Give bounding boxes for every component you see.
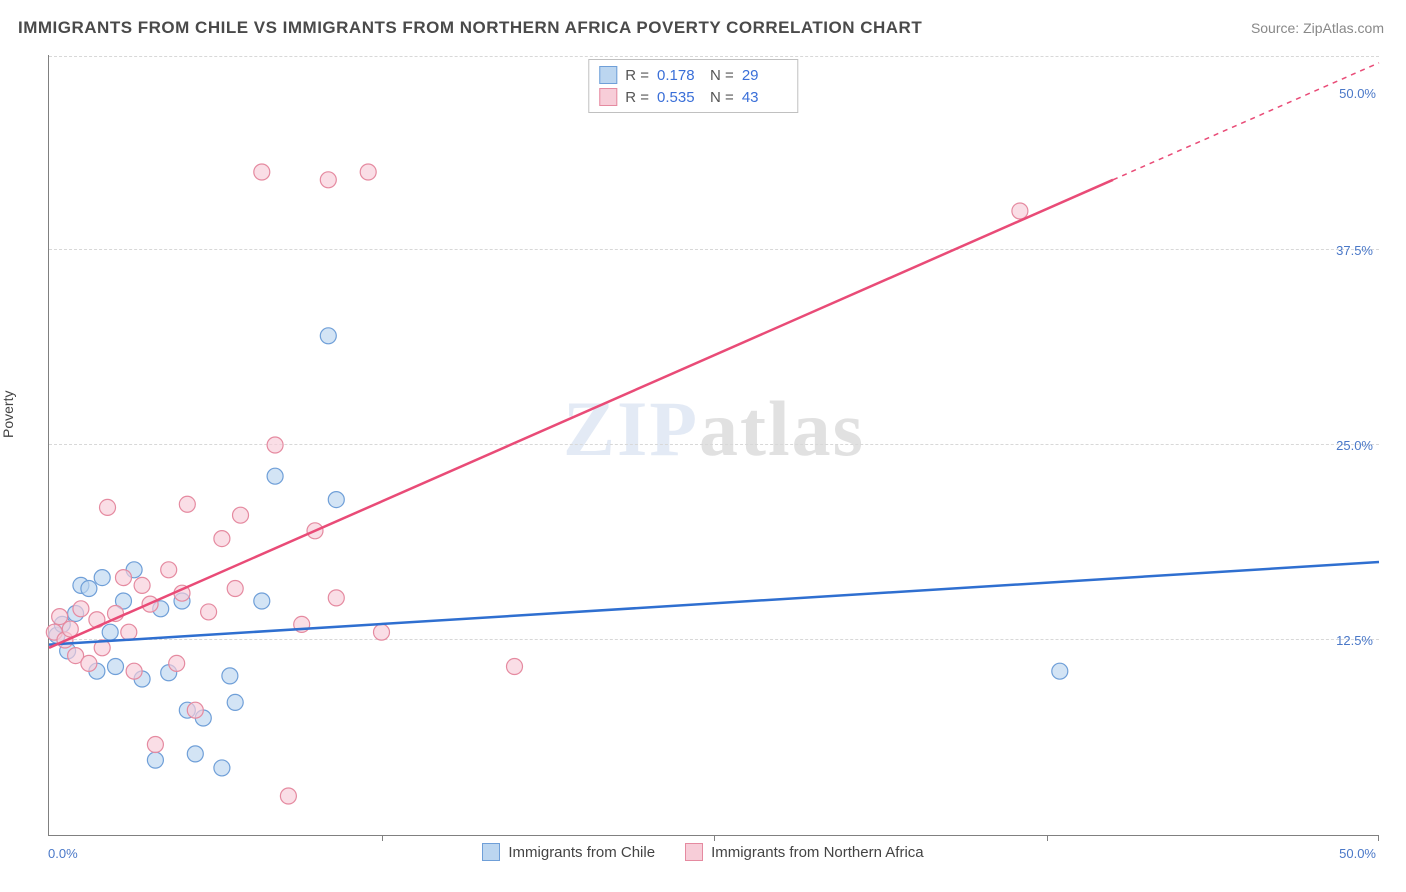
- chart-title: IMMIGRANTS FROM CHILE VS IMMIGRANTS FROM…: [18, 18, 922, 38]
- legend-item-nafrica: Immigrants from Northern Africa: [685, 843, 924, 861]
- n-label: N =: [710, 89, 734, 106]
- chart-container: IMMIGRANTS FROM CHILE VS IMMIGRANTS FROM…: [0, 0, 1406, 892]
- data-point: [254, 164, 270, 180]
- n-label: N =: [710, 67, 734, 84]
- data-point: [187, 746, 203, 762]
- swatch-nafrica: [685, 843, 703, 861]
- r-value-nafrica: 0.535: [657, 89, 702, 106]
- legend-row-nafrica: R = 0.535 N = 43: [599, 86, 787, 108]
- data-point: [102, 624, 118, 640]
- swatch-nafrica: [599, 88, 617, 106]
- data-point: [227, 581, 243, 597]
- data-point: [73, 601, 89, 617]
- data-point: [233, 507, 249, 523]
- x-tick: [714, 835, 715, 841]
- data-point: [267, 437, 283, 453]
- n-value-chile: 29: [742, 67, 787, 84]
- data-point: [328, 590, 344, 606]
- data-point: [121, 624, 137, 640]
- chart-svg: [49, 55, 1379, 835]
- legend-label-nafrica: Immigrants from Northern Africa: [711, 844, 924, 861]
- correlation-legend: R = 0.178 N = 29 R = 0.535 N = 43: [588, 59, 798, 113]
- data-point: [81, 655, 97, 671]
- data-point: [320, 172, 336, 188]
- legend-label-chile: Immigrants from Chile: [508, 844, 655, 861]
- data-point: [100, 499, 116, 515]
- data-point: [1012, 203, 1028, 219]
- data-point: [267, 468, 283, 484]
- r-value-chile: 0.178: [657, 67, 702, 84]
- y-tick-label-top: 50.0%: [1339, 86, 1376, 101]
- data-point: [134, 577, 150, 593]
- data-point: [179, 496, 195, 512]
- x-tick: [1047, 835, 1048, 841]
- legend-item-chile: Immigrants from Chile: [482, 843, 655, 861]
- data-point: [81, 581, 97, 597]
- series-legend: Immigrants from Chile Immigrants from No…: [0, 843, 1406, 861]
- data-point: [108, 659, 124, 675]
- plot-area: ZIPatlas 12.5% 25.0% 37.5% R = 0.178 N =: [48, 55, 1379, 836]
- source-label: Source: ZipAtlas.com: [1251, 20, 1384, 36]
- y-axis-title: Poverty: [0, 391, 16, 438]
- data-point: [94, 570, 110, 586]
- data-point: [254, 593, 270, 609]
- trend-line-nafrica: [49, 180, 1113, 648]
- data-point: [169, 655, 185, 671]
- x-tick: [1378, 835, 1379, 841]
- r-label: R =: [625, 89, 649, 106]
- data-point: [227, 694, 243, 710]
- data-point: [115, 570, 131, 586]
- legend-row-chile: R = 0.178 N = 29: [599, 64, 787, 86]
- data-point: [320, 328, 336, 344]
- data-point: [222, 668, 238, 684]
- x-tick: [382, 835, 383, 841]
- data-point: [126, 663, 142, 679]
- swatch-chile: [599, 66, 617, 84]
- trend-line-chile: [49, 562, 1379, 645]
- data-point: [214, 760, 230, 776]
- trend-line-nafrica-extrapolated: [1113, 63, 1379, 180]
- data-point: [201, 604, 217, 620]
- data-point: [280, 788, 296, 804]
- data-point: [147, 737, 163, 753]
- data-point: [214, 531, 230, 547]
- data-point: [374, 624, 390, 640]
- swatch-chile: [482, 843, 500, 861]
- data-point: [187, 702, 203, 718]
- n-value-nafrica: 43: [742, 89, 787, 106]
- data-point: [328, 492, 344, 508]
- data-point: [147, 752, 163, 768]
- data-point: [161, 562, 177, 578]
- data-point: [1052, 663, 1068, 679]
- r-label: R =: [625, 67, 649, 84]
- data-point: [360, 164, 376, 180]
- data-point: [507, 659, 523, 675]
